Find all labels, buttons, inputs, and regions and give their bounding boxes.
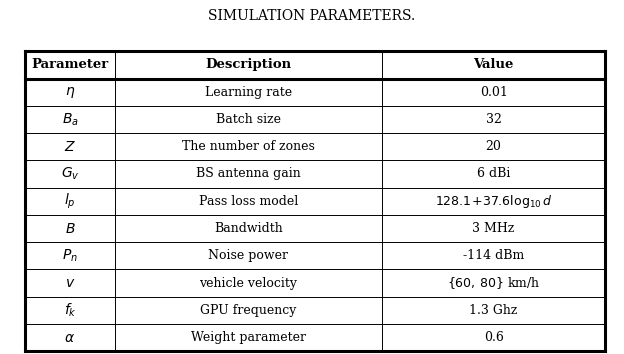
Text: $B$: $B$ [65, 222, 76, 235]
Text: Weight parameter: Weight parameter [191, 331, 306, 344]
Text: 0.6: 0.6 [484, 331, 504, 344]
Text: Description: Description [205, 58, 291, 72]
Text: Value: Value [474, 58, 514, 72]
Text: Learning rate: Learning rate [205, 86, 292, 99]
Text: Pass loss model: Pass loss model [199, 195, 298, 208]
Text: 32: 32 [485, 113, 502, 126]
Text: $B_a$: $B_a$ [62, 111, 79, 128]
Text: 3 MHz: 3 MHz [472, 222, 515, 235]
Text: 1.3 Ghz: 1.3 Ghz [469, 304, 518, 317]
Text: $\eta$: $\eta$ [65, 85, 75, 100]
Text: Parameter: Parameter [31, 58, 109, 72]
Text: vehicle velocity: vehicle velocity [200, 276, 298, 290]
Text: Bandwidth: Bandwidth [214, 222, 283, 235]
Text: $Z$: $Z$ [64, 140, 76, 154]
Text: $\alpha$: $\alpha$ [64, 331, 76, 344]
Text: BS antenna gain: BS antenna gain [196, 167, 301, 181]
Text: 6 dBi: 6 dBi [477, 167, 510, 181]
Text: $v$: $v$ [65, 276, 75, 290]
Text: $\{60,\,80\}$ km/h: $\{60,\,80\}$ km/h [447, 275, 540, 291]
Text: $f_k$: $f_k$ [64, 302, 76, 319]
Text: SIMULATION PARAMETERS.: SIMULATION PARAMETERS. [208, 9, 416, 23]
Text: Batch size: Batch size [216, 113, 281, 126]
Text: $l_p$: $l_p$ [64, 192, 76, 211]
Text: -114 dBm: -114 dBm [463, 249, 524, 262]
Text: $128.1\!+\!37.6\mathrm{log}_{10}\,d$: $128.1\!+\!37.6\mathrm{log}_{10}\,d$ [435, 193, 552, 210]
Text: The number of zones: The number of zones [182, 140, 315, 153]
Text: Noise power: Noise power [208, 249, 288, 262]
Text: 20: 20 [485, 140, 502, 153]
Text: $G_v$: $G_v$ [61, 166, 79, 182]
Text: $P_n$: $P_n$ [62, 247, 78, 264]
Text: 0.01: 0.01 [480, 86, 507, 99]
Text: GPU frequency: GPU frequency [200, 304, 296, 317]
